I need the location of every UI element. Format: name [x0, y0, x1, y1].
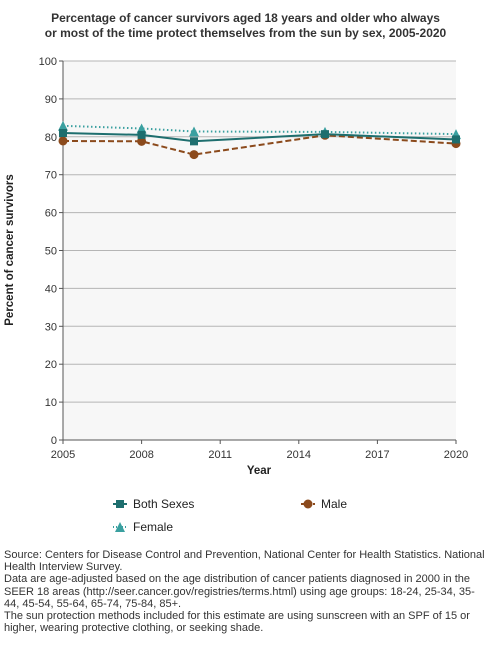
x-axis-title: Year — [247, 465, 272, 477]
y-tick-label-0: 0 — [51, 435, 57, 447]
series-line-male — [62, 134, 457, 156]
data-point-male-2005[interactable] — [58, 136, 68, 146]
data-point-both-sexes-2020[interactable] — [452, 135, 460, 144]
legend-swatch-both-sexes — [113, 500, 127, 508]
y-tick-label-40: 40 — [45, 283, 57, 295]
x-axis-ticks: 2005 2008 2011 2014 2017 2020 — [51, 440, 468, 461]
source-note: Source: Centers for Disease Control and … — [4, 549, 485, 574]
chart-title: Percentage of cancer survivors aged 18 y… — [0, 11, 491, 41]
y-tick-label-90: 90 — [45, 94, 57, 106]
data-point-female-2005[interactable] — [58, 120, 68, 131]
legend-swatch-female — [113, 522, 127, 532]
legend-swatch-male — [301, 499, 315, 509]
series-line-female — [62, 124, 457, 136]
data-point-both-sexes-2005[interactable] — [59, 129, 67, 138]
legend-item-both-sexes[interactable]: Both Sexes — [113, 497, 194, 511]
data-point-female-2010[interactable] — [189, 126, 199, 137]
x-tick-label-2020: 2020 — [444, 449, 468, 461]
definition-note: The sun protection methods included for … — [4, 610, 470, 635]
y-tick-label-30: 30 — [45, 321, 57, 333]
data-point-male-2010[interactable] — [189, 150, 199, 160]
footnotes: Source: Centers for Disease Control and … — [4, 549, 488, 634]
legend-item-female[interactable]: Female — [113, 520, 173, 534]
data-point-both-sexes-2015[interactable] — [321, 130, 329, 139]
x-tick-label-2017: 2017 — [365, 449, 389, 461]
y-tick-label-20: 20 — [45, 359, 57, 371]
data-point-both-sexes-2010[interactable] — [190, 137, 198, 146]
y-tick-label-60: 60 — [45, 208, 57, 220]
data-point-both-sexes-2008[interactable] — [137, 130, 146, 139]
chart-title-line-2: or most of the time protect themselves f… — [44, 26, 447, 40]
series-group — [58, 120, 461, 160]
legend-label-both-sexes: Both Sexes — [133, 497, 195, 511]
y-tick-label-50: 50 — [45, 246, 57, 258]
y-tick-label-10: 10 — [45, 397, 57, 409]
y-axis-title: Percent of cancer survivors — [4, 174, 16, 326]
x-tick-label-2005: 2005 — [51, 449, 75, 461]
legend-item-male[interactable]: Male — [301, 497, 347, 511]
chart-title-line-1: Percentage of cancer survivors aged 18 y… — [51, 11, 440, 25]
y-tick-label-70: 70 — [45, 170, 57, 182]
data-point-male-2008[interactable] — [137, 136, 147, 146]
x-tick-label-2008: 2008 — [129, 449, 153, 461]
legend-label-male: Male — [321, 497, 348, 511]
y-tick-label-80: 80 — [45, 132, 57, 144]
x-tick-label-2011: 2011 — [208, 449, 232, 461]
y-axis-ticks: 0 10 20 30 40 50 60 70 80 90 100 — [39, 56, 63, 447]
x-tick-label-2014: 2014 — [287, 449, 311, 461]
legend-label-female: Female — [133, 520, 174, 534]
methodology-note: Data are age-adjusted based on the age d… — [4, 573, 475, 610]
y-tick-label-100: 100 — [39, 56, 57, 68]
